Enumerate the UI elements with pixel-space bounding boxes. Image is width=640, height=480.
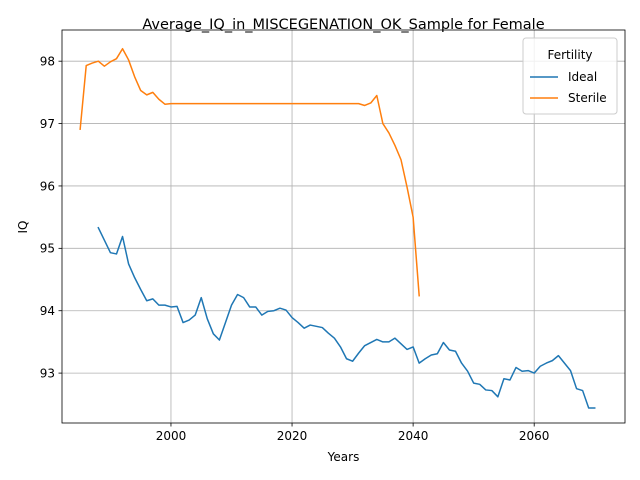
legend-label-sterile: Sterile <box>568 91 607 105</box>
series-line-ideal <box>97 226 596 409</box>
legend-title: Fertility <box>547 48 592 62</box>
plot-frame <box>61 29 626 424</box>
series-line-sterile <box>79 47 420 297</box>
x-axis-label: Years <box>327 450 360 464</box>
y-tick-label: 98 <box>40 54 55 68</box>
y-tick-label: 96 <box>40 179 55 193</box>
x-tick-label: 2000 <box>156 429 187 443</box>
legend-label-ideal: Ideal <box>568 70 597 84</box>
legend: Fertility Ideal Sterile <box>522 37 618 115</box>
plot-series <box>79 47 596 409</box>
x-tick-label: 2060 <box>519 429 550 443</box>
y-axis-label: IQ <box>16 221 30 234</box>
legend-box <box>522 37 618 115</box>
y-tick-label: 95 <box>40 242 55 256</box>
chart-title: Average_IQ_in_MISCEGENATION_OK_Sample fo… <box>142 17 544 33</box>
y-tick-label: 94 <box>40 304 55 318</box>
x-tick-label: 2040 <box>398 429 429 443</box>
axis-ticks: 2000 2020 2040 2060 93 94 95 96 97 98 <box>40 54 550 443</box>
y-tick-label: 93 <box>40 366 55 380</box>
x-tick-label: 2020 <box>277 429 308 443</box>
y-tick-label: 97 <box>40 117 55 131</box>
